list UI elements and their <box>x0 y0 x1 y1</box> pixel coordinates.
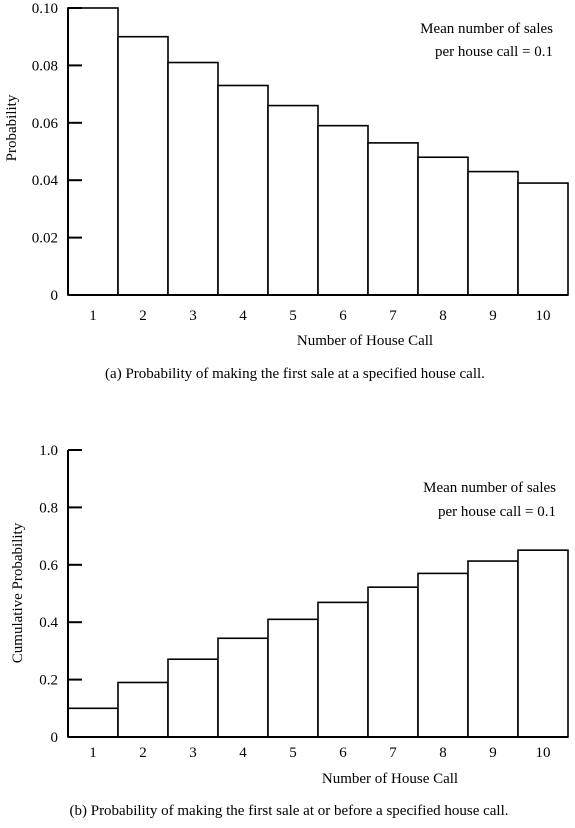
chart-b-x-tick-label: 5 <box>289 745 297 761</box>
chart-b-bar-1 <box>67 707 119 738</box>
chart-a-y-label: Probability <box>4 94 20 161</box>
chart-a-y-tick-label: 0.08 <box>32 58 58 74</box>
chart-a-bars <box>67 7 569 296</box>
chart-a-y-tick-label: 0.06 <box>32 116 59 132</box>
chart-a: 0 0.02 0.04 0.06 0.08 0.10 1 2 3 4 5 6 7 8 9 10 Probab… <box>4 1 569 382</box>
chart-a-x-ticks: 1 2 3 4 5 6 7 8 9 10 <box>89 308 550 324</box>
chart-b-y-ticks: 0 0.2 0.4 0.6 0.8 1.0 <box>39 443 82 746</box>
chart-b-x-tick-label: 4 <box>239 745 247 761</box>
chart-a-annotation-line-2: per house call = 0.1 <box>435 44 553 60</box>
chart-b-bar-7 <box>367 586 419 738</box>
chart-a-bar-3 <box>167 61 219 296</box>
chart-a-x-label: Number of House Call <box>297 333 433 349</box>
chart-a-y-tick-label: 0.10 <box>32 1 58 17</box>
chart-b-y-tick-label: 0.4 <box>39 615 58 631</box>
chart-b-x-tick-label: 10 <box>536 745 551 761</box>
chart-a-bar-8 <box>417 156 469 296</box>
chart-a-y-tick-label: 0.04 <box>32 173 59 189</box>
chart-a-y-tick-label: 0 <box>51 288 59 304</box>
chart-b-bar-10 <box>517 549 569 738</box>
chart-a-x-tick-label: 2 <box>139 308 147 324</box>
chart-a-x-tick-label: 6 <box>339 308 347 324</box>
chart-b-x-ticks: 1 2 3 4 5 6 7 8 9 10 <box>89 745 550 761</box>
chart-b-y-tick-label: 0 <box>51 730 59 746</box>
chart-b-bar-2 <box>117 681 169 738</box>
chart-a-caption: (a) Probability of making the first sale… <box>105 366 485 382</box>
chart-a-bar-9 <box>467 170 519 296</box>
chart-b-bar-3 <box>167 658 219 738</box>
chart-a-x-tick-label: 9 <box>489 308 497 324</box>
chart-b-y-label: Cumulative Probability <box>10 522 26 663</box>
chart-b-bar-4 <box>217 637 269 738</box>
chart-b-x-tick-label: 2 <box>139 745 147 761</box>
chart-b-bar-6 <box>317 601 369 738</box>
chart-b-y-tick-label: 0.2 <box>39 673 58 689</box>
chart-b-x-tick-label: 6 <box>339 745 347 761</box>
chart-a-bar-5 <box>267 104 319 296</box>
chart-b-bars <box>67 549 569 738</box>
chart-b-x-tick-label: 9 <box>489 745 497 761</box>
chart-a-x-tick-label: 3 <box>189 308 197 324</box>
chart-a-y-tick-label: 0.02 <box>32 231 58 247</box>
chart-b-y-tick-label: 0.6 <box>39 558 58 574</box>
chart-a-bar-10 <box>517 182 569 296</box>
chart-b-y-tick-label: 0.8 <box>39 500 58 516</box>
chart-a-bar-1 <box>67 7 119 296</box>
chart-b-x-tick-label: 8 <box>439 745 447 761</box>
chart-a-x-tick-label: 4 <box>239 308 247 324</box>
chart-a-x-tick-label: 10 <box>536 308 551 324</box>
chart-b-bar-5 <box>267 618 319 738</box>
chart-b-bar-9 <box>467 560 519 738</box>
chart-a-annotation-line-1: Mean number of sales <box>420 21 553 37</box>
chart-b-annotation-line-2: per house call = 0.1 <box>438 504 556 520</box>
chart-a-bar-2 <box>117 35 169 296</box>
chart-b-x-tick-label: 7 <box>389 745 397 761</box>
chart-a-x-tick-label: 1 <box>89 308 97 324</box>
chart-a-bar-6 <box>317 124 369 296</box>
chart-b-bar-8 <box>417 572 469 738</box>
chart-a-x-tick-label: 8 <box>439 308 447 324</box>
chart-b-x-label: Number of House Call <box>322 771 458 787</box>
chart-b-x-tick-label: 3 <box>189 745 197 761</box>
chart-b: 0 0.2 0.4 0.6 0.8 1.0 1 2 3 4 5 6 7 8 9 10 Cumulative … <box>10 443 569 819</box>
chart-b-y-tick-label: 1.0 <box>39 443 58 459</box>
chart-a-bar-7 <box>367 142 419 296</box>
chart-b-annotation-line-1: Mean number of sales <box>423 480 556 496</box>
chart-a-x-tick-label: 7 <box>389 308 397 324</box>
chart-a-bar-4 <box>217 84 269 296</box>
chart-a-x-tick-label: 5 <box>289 308 297 324</box>
chart-a-y-ticks: 0 0.02 0.04 0.06 0.08 0.10 <box>32 1 82 304</box>
chart-b-x-tick-label: 1 <box>89 745 97 761</box>
chart-b-caption: (b) Probability of making the first sale… <box>69 803 508 819</box>
